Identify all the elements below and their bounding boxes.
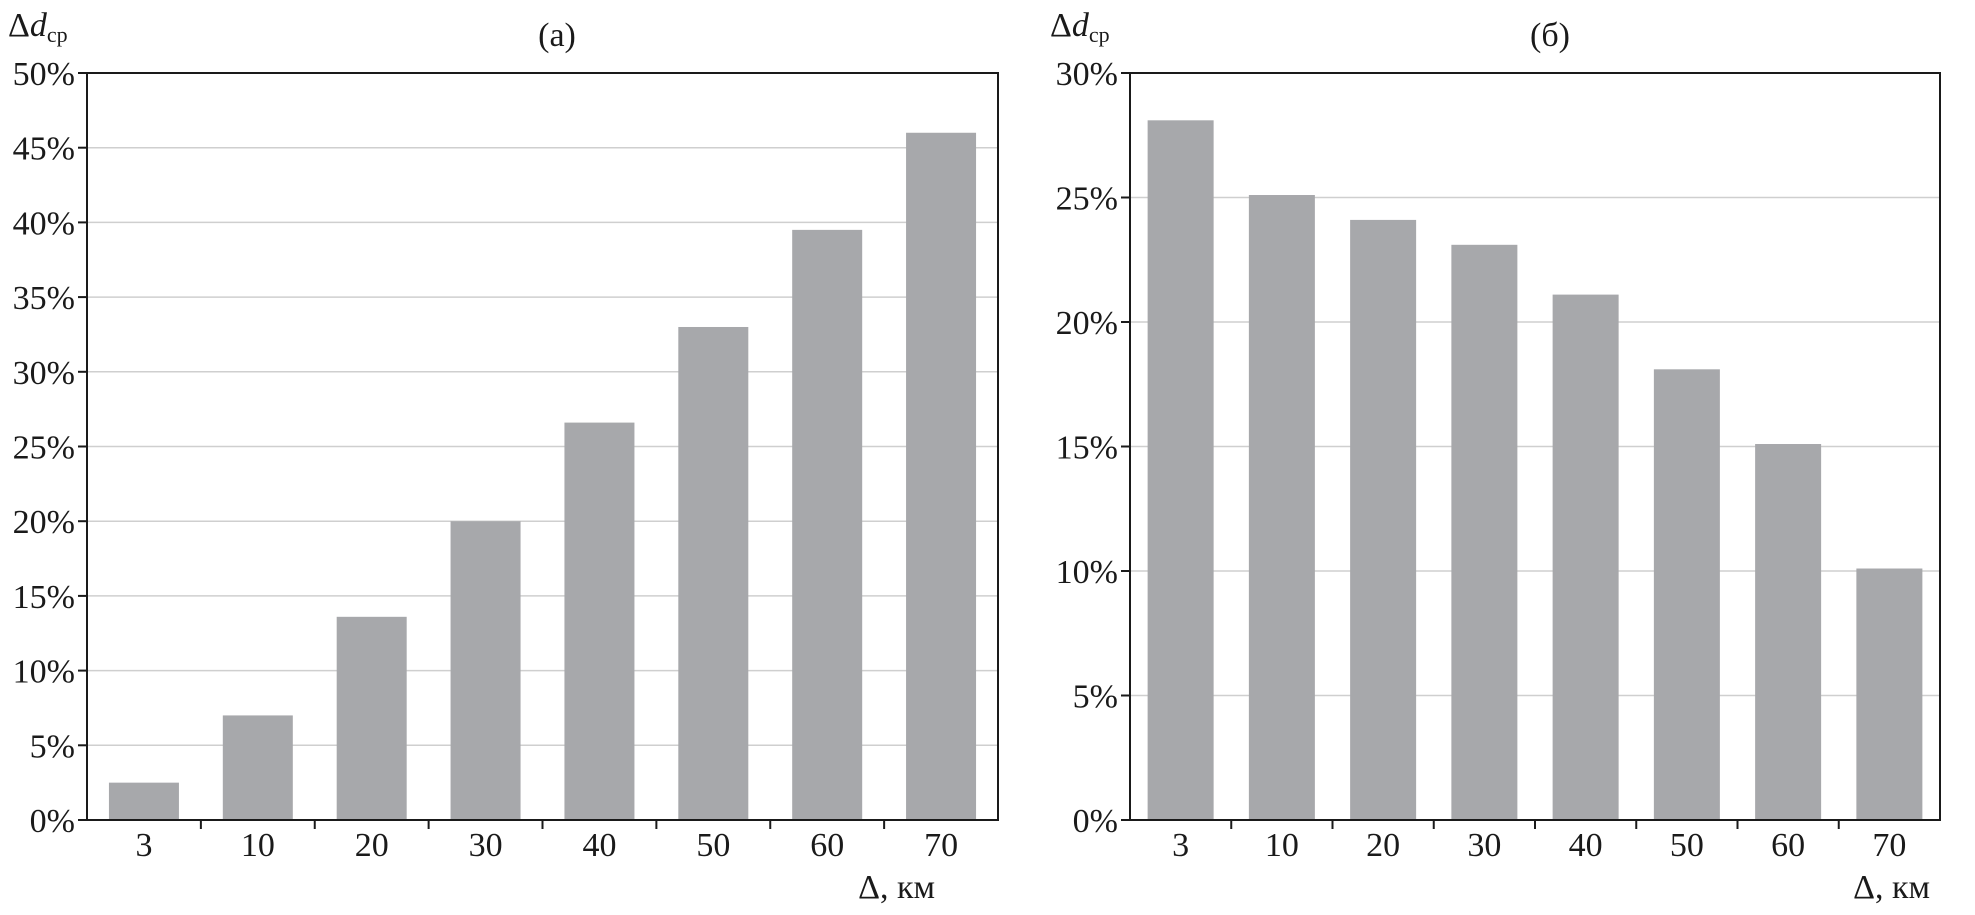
y-tick-label-b-2: 10%	[1056, 554, 1118, 591]
y-tick-label-a-8: 40%	[13, 205, 75, 242]
chart-panel-a: (а) Δdср Δ, км 0% 5% 10% 15% 20% 25% 30% 35% 40%…	[8, 7, 999, 906]
x-tick-label-a-60: 60	[810, 827, 844, 864]
chart-title-b: (б)	[1530, 17, 1570, 54]
x-tick-label-b-60: 60	[1771, 827, 1805, 864]
bar-a-40	[564, 422, 635, 820]
bar-a-20	[336, 616, 407, 820]
y-tick-label-a-7: 35%	[13, 280, 75, 317]
bar-a-60	[792, 229, 863, 820]
x-tick-label-b-70: 70	[1872, 827, 1906, 864]
x-tick-label-b-40: 40	[1569, 827, 1603, 864]
bar-b-60	[1755, 444, 1822, 820]
y-tick-label-a-4: 20%	[13, 504, 75, 541]
y-axis-label-a: Δdср	[8, 7, 68, 47]
x-tick-label-a-30: 30	[469, 827, 503, 864]
y-tick-label-b-5: 25%	[1056, 181, 1118, 218]
y-tick-label-a-9: 45%	[13, 131, 75, 168]
bar-a-70	[906, 132, 977, 820]
x-tick-label-a-40: 40	[582, 827, 616, 864]
bar-b-3	[1147, 120, 1214, 820]
x-tick-label-b-20: 20	[1366, 827, 1400, 864]
x-tick-label-b-3: 3	[1172, 827, 1189, 864]
x-tick-label-a-70: 70	[924, 827, 958, 864]
x-axis-label-b: Δ, км	[1853, 869, 1930, 906]
y-tick-label-a-10: 50%	[13, 56, 75, 93]
x-tick-label-a-50: 50	[696, 827, 730, 864]
bar-a-30	[450, 521, 521, 820]
y-tick-label-b-4: 20%	[1056, 305, 1118, 342]
bar-b-20	[1350, 219, 1417, 820]
x-tick-label-a-3: 3	[135, 827, 152, 864]
bar-a-50	[678, 326, 749, 820]
y-tick-label-b-0: 0%	[1073, 803, 1118, 840]
y-tick-label-a-3: 15%	[13, 579, 75, 616]
y-axis-label-b: Δdср	[1050, 7, 1110, 47]
y-tick-label-a-2: 10%	[13, 654, 75, 691]
y-tick-label-a-5: 25%	[13, 430, 75, 467]
x-tick-label-b-50: 50	[1670, 827, 1704, 864]
bar-b-10	[1248, 195, 1315, 820]
bar-a-3	[108, 782, 179, 820]
x-axis-label-a: Δ, км	[858, 869, 935, 906]
y-tick-label-a-0: 0%	[30, 803, 75, 840]
y-tick-label-b-1: 5%	[1073, 679, 1118, 716]
bar-a-10	[222, 715, 293, 820]
x-tick-label-a-20: 20	[355, 827, 389, 864]
y-tick-label-a-1: 5%	[30, 728, 75, 765]
bar-b-30	[1451, 244, 1518, 820]
bar-b-40	[1552, 294, 1619, 820]
x-tick-label-a-10: 10	[241, 827, 275, 864]
x-tick-label-b-30: 30	[1467, 827, 1501, 864]
chart-panel-b: (б) Δdср Δ, км 0% 5% 10% 15% 20% 25% 30% 3 10 20 3…	[1050, 7, 1941, 906]
bar-b-70	[1856, 568, 1923, 820]
y-tick-label-a-6: 30%	[13, 355, 75, 392]
chart-title-a: (а)	[538, 17, 576, 54]
y-tick-label-b-3: 15%	[1056, 430, 1118, 467]
x-tick-label-b-10: 10	[1265, 827, 1299, 864]
y-tick-label-b-6: 30%	[1056, 56, 1118, 93]
bar-b-50	[1653, 369, 1720, 820]
